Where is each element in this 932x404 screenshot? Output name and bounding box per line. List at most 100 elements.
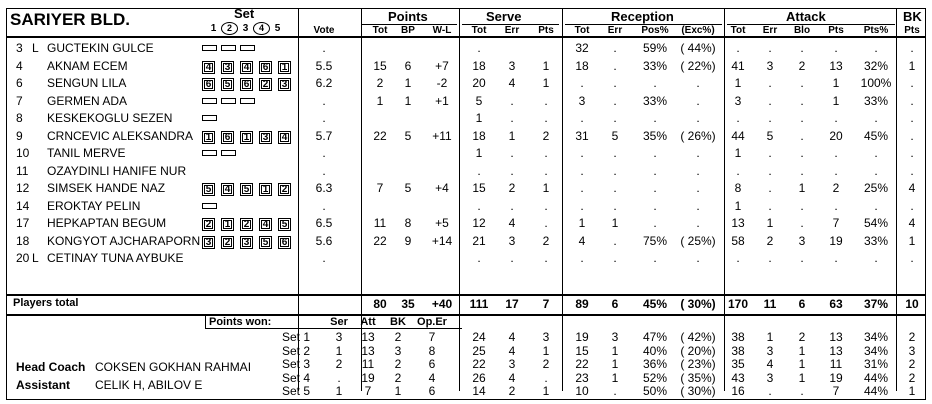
cell-s_err: 3 [508, 58, 516, 73]
total-s_err: 17 [505, 297, 519, 311]
set-s_pts: 1 [542, 343, 550, 358]
set-r_pos: 40% [642, 343, 668, 358]
set-a_tot: 35 [731, 357, 745, 372]
set-position-box: 3 [240, 235, 253, 249]
cell-s_tot: 21 [472, 233, 486, 248]
set-s_tot: 25 [472, 343, 486, 358]
cell-a_err: . [768, 251, 772, 265]
set-position-box: 2 [221, 235, 234, 249]
set-a_blo: 1 [798, 343, 806, 358]
cell-bk: . [910, 163, 914, 178]
cell-s_err: . [510, 93, 514, 108]
totals-top-rule [6, 294, 926, 296]
col-header-a_pct: Pts% [863, 25, 889, 36]
cell-bk: 1 [908, 58, 916, 73]
cell-r_pos: . [653, 198, 657, 213]
set-position-box: 5 [240, 183, 253, 196]
cell-s_tot: . [477, 163, 481, 178]
cell-a_tot: 1 [734, 76, 742, 90]
set-r_tot: 23 [575, 370, 589, 385]
set-a_err: 4 [766, 357, 774, 372]
set-position-box: 5 [202, 183, 215, 196]
cell-r_pos: . [653, 111, 657, 125]
set-header: Set [234, 6, 255, 21]
set-ser: 1 [335, 384, 343, 399]
set-bk-won: 3 [394, 343, 402, 358]
cell-a_tot: 1 [734, 146, 742, 160]
player-name: TANIL MERVE [47, 146, 126, 160]
col-header-r_exc: (Exc%) [681, 25, 715, 36]
cell-a_tot: . [736, 163, 740, 178]
cell-vote: . [322, 146, 326, 160]
cell-a_pct: 45% [863, 128, 889, 143]
cell-bk: . [910, 198, 914, 213]
set-att: 11 [361, 357, 375, 372]
set-a_pct: 34% [863, 343, 889, 358]
cell-r_pos: 33% [642, 93, 668, 108]
cell-r_pos: 33% [642, 58, 668, 73]
cell-s_tot: . [477, 198, 481, 213]
set-s_err: 2 [508, 384, 516, 399]
cell-a_pct: 32% [863, 58, 889, 73]
player-number: 17 [16, 216, 30, 230]
player-name: GUCTEKIN GULCE [47, 41, 154, 55]
set-number-5: 5 [274, 23, 281, 34]
bench-indicator [202, 45, 217, 51]
cell-r_err: . [613, 198, 617, 213]
cell-vote: 6.3 [315, 181, 333, 195]
cell-bk: . [910, 146, 914, 160]
bench-indicator [221, 150, 236, 156]
player-number: 9 [16, 128, 23, 143]
cell-vote: . [322, 163, 326, 178]
set-position-box: 2 [202, 218, 215, 231]
cell-r_exc: ( 44%) [680, 41, 716, 55]
cell-s_err: 4 [508, 76, 516, 90]
set-position-box: 3 [221, 60, 234, 74]
cell-a_blo: 2 [798, 58, 806, 73]
set-position-box: 5 [221, 78, 234, 91]
set-a_err: . [768, 384, 772, 399]
set-position-box: 2 [278, 183, 291, 196]
set-position-box: 4 [221, 183, 234, 196]
set-r_pos: 36% [642, 357, 668, 372]
set-position-box: 6 [202, 78, 215, 91]
bench-indicator [202, 97, 217, 104]
cell-a_pct: 100% [860, 76, 892, 90]
set-position-box: 1 [278, 60, 291, 74]
set-position-box: 5 [278, 218, 291, 231]
cell-bk: . [910, 111, 914, 125]
cell-a_blo: 3 [798, 233, 806, 248]
set-position-box: 3 [202, 235, 215, 249]
vsep-reception [724, 8, 725, 391]
cell-s_tot: 12 [472, 216, 486, 230]
cell-r_tot: . [580, 163, 584, 178]
cell-vote: . [322, 93, 326, 108]
set-position-box: 3 [259, 130, 272, 144]
cell-a_blo: . [800, 93, 804, 108]
cell-s_tot: . [477, 41, 481, 55]
cell-a_pct: . [874, 251, 878, 265]
set-label: Set 1 [282, 330, 311, 344]
cell-r_err: . [613, 146, 617, 160]
cell-bk: . [910, 41, 914, 55]
set-a_pts: 13 [829, 343, 843, 358]
cell-a_tot: . [736, 111, 740, 125]
cell-r_err: . [613, 251, 617, 265]
set-op-err: 6 [428, 357, 436, 372]
set-ser: . [337, 370, 341, 385]
bench-indicator [221, 45, 236, 51]
set-bk: 2 [908, 357, 916, 372]
cell-a_pts: 19 [829, 233, 843, 248]
set-position-box: 6 [259, 60, 272, 74]
assistant-label: Assistant [16, 378, 71, 392]
total-a_blo: 6 [798, 297, 806, 311]
player-role: L [32, 251, 39, 265]
set-a_tot: 38 [731, 330, 745, 344]
totals-bottom-rule [6, 314, 926, 316]
cell-s_pts: . [544, 93, 548, 108]
cell-a_pts: . [834, 41, 838, 55]
set-r_err: 1 [611, 343, 619, 358]
total-r_err: 6 [611, 297, 619, 311]
vsep-vote [361, 8, 362, 391]
set-s_err: 4 [508, 343, 516, 358]
